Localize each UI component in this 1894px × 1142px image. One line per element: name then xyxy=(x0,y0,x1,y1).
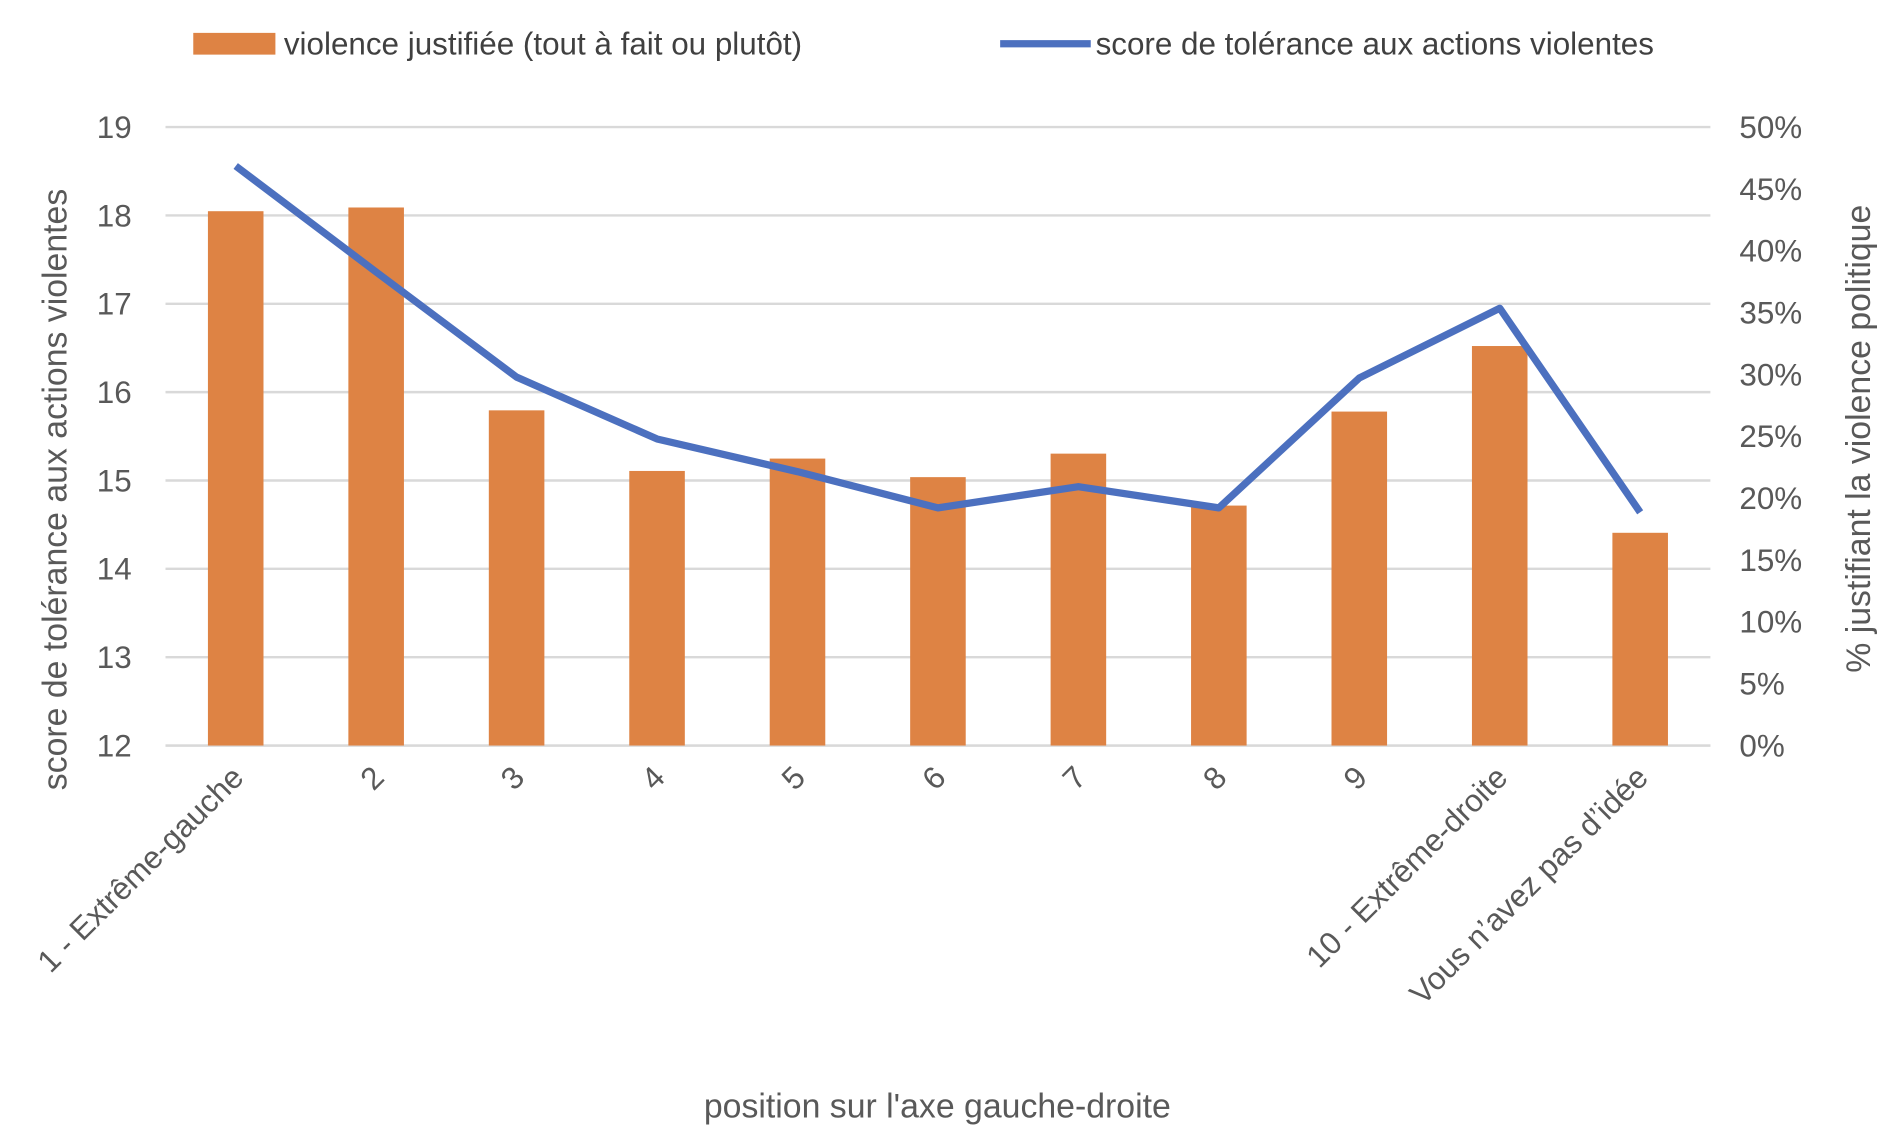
y2-tick-label: 30% xyxy=(1739,357,1802,392)
y-tick-label: 14 xyxy=(97,552,132,587)
x-tick-label: 5 xyxy=(775,760,812,797)
legend-line-label: score de tolérance aux actions violentes xyxy=(1096,27,1654,62)
score-line xyxy=(233,163,1644,515)
x-tick-label: 1 - Extrême-gauche xyxy=(31,760,251,980)
bar xyxy=(1331,411,1388,746)
x-axis-label: position sur l'axe gauche-droite xyxy=(704,1088,1171,1126)
x-tick-label: 7 xyxy=(1056,760,1093,797)
y-tick-label: 12 xyxy=(97,728,132,763)
bars xyxy=(207,207,1668,746)
bar xyxy=(910,477,966,746)
y2-tick-label: 20% xyxy=(1739,481,1802,516)
bar xyxy=(769,458,826,746)
bar xyxy=(1191,505,1247,746)
bar xyxy=(629,470,685,746)
y2-tick-label: 50% xyxy=(1739,110,1802,145)
y-tick-label: 19 xyxy=(97,110,132,145)
y-tick-label: 13 xyxy=(97,640,132,675)
y-tick-label: 17 xyxy=(97,287,132,322)
y-tick-label: 18 xyxy=(97,198,132,233)
bar xyxy=(207,211,264,746)
x-tick-label: 2 xyxy=(354,760,391,797)
right-axis-ticks: 0% 5% 10% 15% 20% 25% 30% 35% 40% 45% 50% xyxy=(1739,110,1802,763)
bar xyxy=(348,207,404,746)
y-axis-label: score de tolérance aux actions violentes xyxy=(36,189,74,790)
x-tick-label: 9 xyxy=(1337,760,1374,797)
x-tick-label: 6 xyxy=(915,760,952,797)
y2-axis-label: % justifiant la violence politique xyxy=(1840,205,1878,673)
y2-tick-label: 0% xyxy=(1739,728,1784,763)
left-axis-ticks: 12 13 14 15 16 17 18 19 xyxy=(97,110,132,763)
y2-tick-label: 25% xyxy=(1739,419,1802,454)
legend-bar-label: violence justifiée (tout à fait ou plutô… xyxy=(284,27,802,62)
bar xyxy=(1612,532,1668,746)
y2-tick-label: 15% xyxy=(1739,543,1802,578)
y-tick-label: 16 xyxy=(97,375,132,410)
y2-tick-label: 35% xyxy=(1739,295,1802,330)
y2-tick-label: 40% xyxy=(1739,234,1802,269)
x-axis-ticks: 1 - Extrême-gauche 2 3 4 5 6 7 8 910 - Extrême-d… xyxy=(31,760,1655,1012)
y2-tick-label: 45% xyxy=(1739,172,1802,207)
y-tick-label: 15 xyxy=(97,463,132,498)
x-tick-label: 4 xyxy=(635,760,672,797)
x-tick-label: 8 xyxy=(1196,760,1233,797)
bar xyxy=(1471,346,1528,746)
bar xyxy=(488,410,545,746)
legend-bar-swatch xyxy=(193,32,276,55)
legend: violence justifiée (tout à fait ou plutô… xyxy=(193,27,1654,62)
x-tick-label: Vous n’avez pas d’idée xyxy=(1403,760,1655,1012)
x-tick-label: 3 xyxy=(494,760,531,797)
y2-tick-label: 10% xyxy=(1739,605,1802,640)
bar xyxy=(1050,453,1107,746)
y2-tick-label: 5% xyxy=(1739,667,1784,702)
